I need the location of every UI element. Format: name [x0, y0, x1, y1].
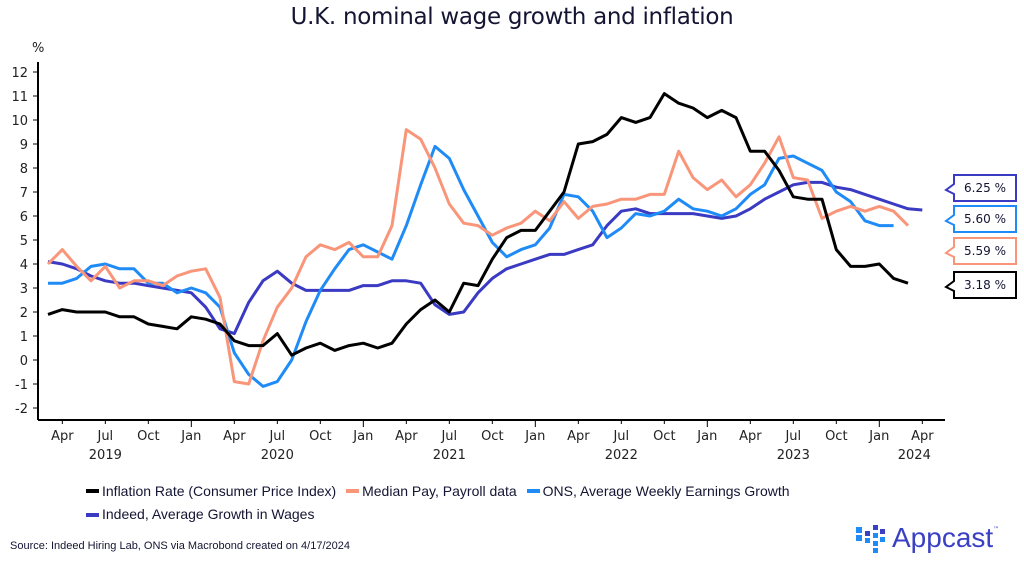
legend-swatch [346, 489, 360, 493]
x-tick-label: Apr [395, 429, 418, 444]
legend-label: Indeed, Average Growth in Wages [102, 506, 315, 522]
brand-name: Appcast [892, 522, 994, 553]
x-tick-label: Jul [440, 429, 457, 444]
legend-item-median-pay: Median Pay, Payroll data [346, 481, 517, 502]
year-label: 2021 [433, 448, 466, 463]
y-tick-label: 2 [20, 306, 28, 321]
callout-value: 5.59 % [964, 244, 1006, 258]
year-label: 2024 [898, 448, 931, 463]
callout-value: 6.25 % [964, 181, 1006, 195]
chart-title: U.K. nominal wage growth and inflation [290, 4, 734, 30]
legend-swatch [86, 489, 99, 493]
callout-box [944, 205, 1017, 233]
callout-value: 5.60 % [964, 212, 1006, 226]
x-tick-label: Jan [352, 429, 373, 444]
source-note: Source: Indeed Hiring Lab, ONS via Macro… [10, 540, 350, 552]
x-tick-label: Apr [567, 429, 590, 444]
y-tick-label: 8 [20, 162, 28, 177]
x-tick-label: Oct [825, 429, 847, 444]
y-tick-label: 9 [20, 138, 28, 153]
x-tick-label: Jan [180, 429, 201, 444]
x-tick-label: Oct [137, 429, 159, 444]
y-tick-label: -2 [15, 402, 28, 417]
y-tick-label: 11 [11, 90, 28, 105]
legend-label: Median Pay, Payroll data [362, 482, 517, 499]
y-tick-label: 4 [20, 258, 28, 273]
legend-item-ons: ONS, Average Weekly Earnings Growth [526, 481, 790, 502]
year-label: 2023 [777, 448, 810, 463]
ons-earnings-line [48, 144, 894, 388]
y-tick-label: 12 [11, 66, 28, 81]
y-tick-label: 1 [20, 330, 28, 345]
callout-value: 3.18 % [964, 278, 1006, 292]
x-tick-label: Apr [739, 429, 762, 444]
x-tick-label: Jul [268, 429, 285, 444]
x-tick-label: Jan [524, 429, 545, 444]
y-tick-label: 7 [20, 186, 28, 201]
callout-box [944, 271, 1017, 299]
x-tick-label: Oct [309, 429, 331, 444]
legend-swatch [526, 489, 540, 493]
y-tick-label: 3 [20, 282, 28, 297]
callout-ons: 5.60 % [944, 205, 1017, 233]
y-tick-label: 0 [20, 354, 28, 369]
end-value-callouts: 6.25 % 5.60 % 5.59 % 3.18 % [944, 174, 1017, 299]
year-label: 2022 [605, 448, 638, 463]
callout-box [944, 174, 1017, 202]
callout-inflation: 3.18 % [944, 271, 1017, 299]
x-tick-label: Jul [612, 429, 629, 444]
year-label: 2020 [261, 448, 294, 463]
grid-dots-icon [856, 525, 885, 553]
appcast-logo: Appcast ™ [856, 522, 999, 554]
y-axis-label: % [32, 41, 44, 56]
legend: Inflation Rate (Consumer Price Index) Me… [86, 478, 796, 525]
x-tick-label: Jul [96, 429, 113, 444]
indeed-wages-line [47, 180, 923, 336]
x-tick-label: Jul [784, 429, 801, 444]
inflation-line [47, 92, 909, 357]
callout-box [944, 237, 1017, 265]
legend-item-inflation: Inflation Rate (Consumer Price Index) [86, 481, 336, 502]
legend-swatch [86, 512, 99, 517]
x-tick-label: Jan [696, 429, 717, 444]
legend-item-indeed: Indeed, Average Growth in Wages [86, 504, 314, 525]
x-tick-label: Apr [51, 429, 74, 444]
callout-median-pay: 5.59 % [944, 237, 1017, 265]
y-tick-label: 10 [11, 114, 28, 129]
year-label: 2019 [89, 448, 122, 463]
x-tick-label: Oct [481, 429, 503, 444]
legend-label: Inflation Rate (Consumer Price Index) [102, 482, 337, 499]
y-tick-label: -1 [15, 378, 28, 393]
legend-label: ONS, Average Weekly Earnings Growth [542, 482, 790, 499]
callout-indeed: 6.25 % [944, 174, 1017, 202]
y-tick-label: 6 [20, 210, 28, 225]
x-tick-label: Apr [223, 429, 246, 444]
median-pay-line [46, 128, 910, 386]
series-lines [46, 92, 923, 388]
y-tick-label: 5 [20, 234, 28, 249]
x-tick-label: Apr [911, 429, 934, 444]
trademark: ™ [993, 526, 1000, 533]
x-tick-label: Jan [868, 429, 889, 444]
x-tick-label: Oct [653, 429, 675, 444]
